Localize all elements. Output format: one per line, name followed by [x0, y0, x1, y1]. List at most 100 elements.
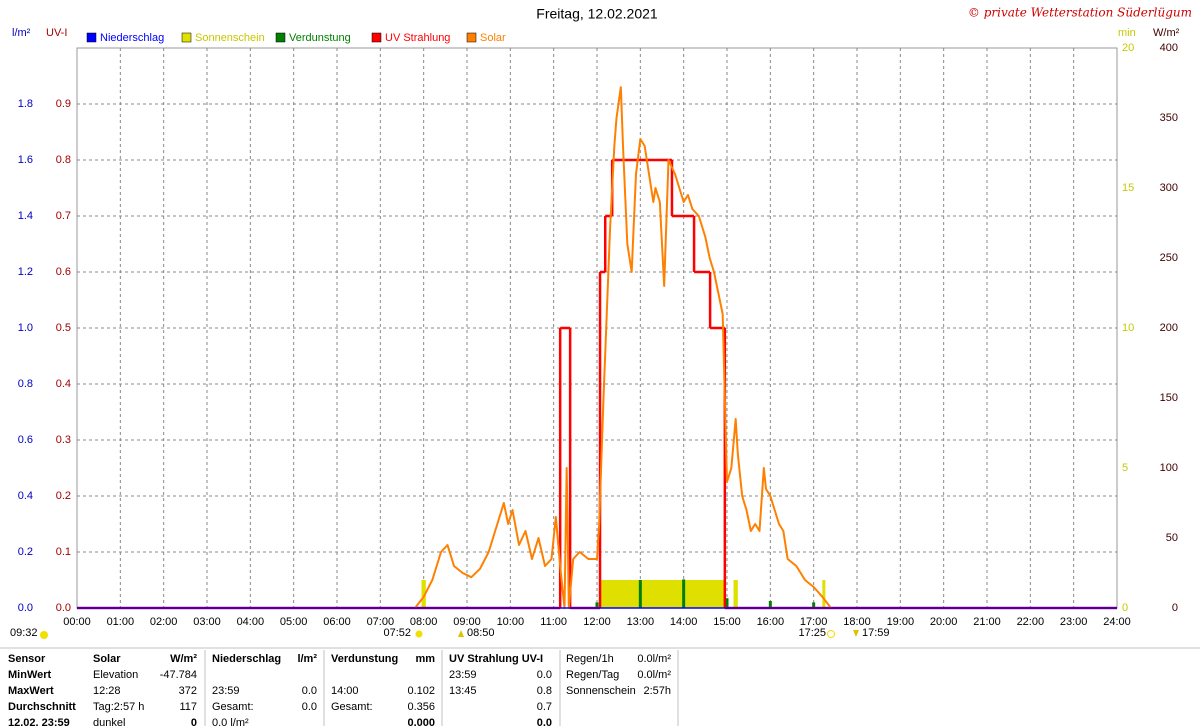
x-tick-label: 16:00	[757, 616, 785, 628]
y-tick-label: 10	[1122, 322, 1134, 334]
table-cell: Gesamt:	[331, 701, 373, 713]
table-cell: W/m²	[170, 653, 197, 665]
sunshine-bar	[421, 580, 426, 608]
y-tick-label: 400	[1160, 42, 1178, 54]
x-tick-label: 01:00	[107, 616, 135, 628]
table-cell: 2:57h	[643, 685, 671, 697]
table-cell: Tag:2:57 h	[93, 701, 144, 713]
x-tick-label: 22:00	[1017, 616, 1045, 628]
table-cell: UV Strahlung UV-I	[449, 653, 543, 665]
evaporation-bar	[595, 602, 599, 608]
y-tick-label: 0.4	[56, 378, 71, 390]
table-cell: Durchschnitt	[8, 701, 76, 713]
table-cell: 0.0	[537, 669, 552, 681]
axis-label: UV-I	[46, 27, 67, 39]
y-tick-label: 0.3	[56, 434, 71, 446]
y-tick-label: 1.6	[18, 154, 33, 166]
table-cell: Sensor	[8, 653, 46, 665]
x-tick-label: 07:00	[367, 616, 395, 628]
table-cell: 0.0	[302, 685, 317, 697]
y-tick-label: 350	[1160, 112, 1178, 124]
table-cell: Elevation	[93, 669, 138, 681]
legend-label: Niederschlag	[100, 32, 164, 44]
axis-label: W/m²	[1153, 27, 1180, 39]
legend-swatch	[86, 32, 97, 43]
table-cell: Verdunstung	[331, 653, 398, 665]
marks	[77, 86, 1117, 610]
table-cell: 0.8	[537, 685, 552, 697]
sunshine-bar	[599, 580, 725, 608]
evaporation-bar	[638, 580, 642, 608]
table-cell: 0.0l/m²	[637, 653, 671, 665]
table-cell: Regen/Tag	[566, 669, 619, 681]
legend-label: Sonnenschein	[195, 32, 265, 44]
axis-label: l/m²	[12, 27, 31, 39]
summary-table: Sensor Solar W/m² Niederschlag l/m² Verdunstu…	[0, 647, 1200, 726]
legend-swatch	[275, 32, 286, 43]
evaporation-bar	[812, 602, 816, 608]
evaporation-bar	[725, 598, 729, 608]
sun-time: 08:50	[467, 627, 495, 639]
y-tick-label: 0.6	[18, 434, 33, 446]
x-tick-label: 12:00	[583, 616, 611, 628]
table-cell: 0.7	[537, 701, 552, 713]
y-tick-label: 100	[1160, 462, 1178, 474]
table-cell: MaxWert	[8, 685, 54, 697]
y-tick-label: 15	[1122, 182, 1134, 194]
y-tick-label: 20	[1122, 42, 1134, 54]
x-tick-label: 17:00	[800, 616, 828, 628]
legend-swatch	[371, 32, 382, 43]
table-cell: 12.02. 23:59	[8, 717, 70, 726]
table-cell: 23:59	[449, 669, 477, 681]
y-tick-label: 300	[1160, 182, 1178, 194]
sun-time: 09:32	[10, 627, 38, 639]
y-tick-label: 0.2	[56, 490, 71, 502]
x-tick-label: 24:00	[1103, 616, 1131, 628]
table-cell: 13:45	[449, 685, 477, 697]
grid	[77, 48, 1117, 608]
sun-icon	[458, 630, 464, 637]
x-tick-label: 03:00	[193, 616, 221, 628]
table-cell: 0	[191, 717, 197, 726]
table-cell: 0.0l/m²	[637, 669, 671, 681]
y-tick-label: 0	[1172, 602, 1178, 614]
evaporation-bar	[768, 601, 772, 608]
x-tick-label: 15:00	[713, 616, 741, 628]
table-cell: Regen/1h	[566, 653, 614, 665]
table-cell: 117	[179, 701, 197, 713]
x-tick-label: 02:00	[150, 616, 178, 628]
sunshine-bar	[733, 580, 738, 608]
evaporation-bar	[682, 579, 686, 608]
table-cell: Sonnenschein	[566, 685, 636, 697]
sun-icon	[40, 631, 48, 639]
y-tick-label: 0.2	[18, 546, 33, 558]
y-tick-label: 1.8	[18, 98, 33, 110]
x-tick-label: 04:00	[237, 616, 265, 628]
table-cell: 14:00	[331, 685, 359, 697]
legend-label: UV Strahlung	[385, 32, 450, 44]
x-tick-label: 00:00	[63, 616, 91, 628]
table-cell: dunkel	[93, 717, 125, 726]
sun-time: 07:52	[383, 627, 411, 639]
y-tick-label: 150	[1160, 392, 1178, 404]
sun-icon	[827, 630, 835, 638]
legend-label: Verdunstung	[289, 32, 351, 44]
y-tick-label: 250	[1160, 252, 1178, 264]
y-tick-label: 5	[1122, 462, 1128, 474]
table-cell: Gesamt:	[212, 701, 254, 713]
x-tick-label: 19:00	[887, 616, 915, 628]
y-tick-label: 50	[1166, 532, 1178, 544]
sun-icons	[40, 630, 859, 639]
table-cell: 0.0	[302, 701, 317, 713]
copyright: © private Wetterstation Süderlügum	[968, 6, 1192, 20]
y-tick-label: 0.1	[56, 546, 71, 558]
x-tick-label: 14:00	[670, 616, 698, 628]
x-tick-label: 21:00	[973, 616, 1001, 628]
table-cell: MinWert	[8, 669, 52, 681]
sun-time: 17:25	[798, 627, 826, 639]
x-tick-label: 11:00	[540, 616, 567, 628]
table-cell: 0.102	[407, 685, 435, 697]
sunshine-bar	[822, 580, 826, 608]
table-cell: 0.356	[407, 701, 435, 713]
